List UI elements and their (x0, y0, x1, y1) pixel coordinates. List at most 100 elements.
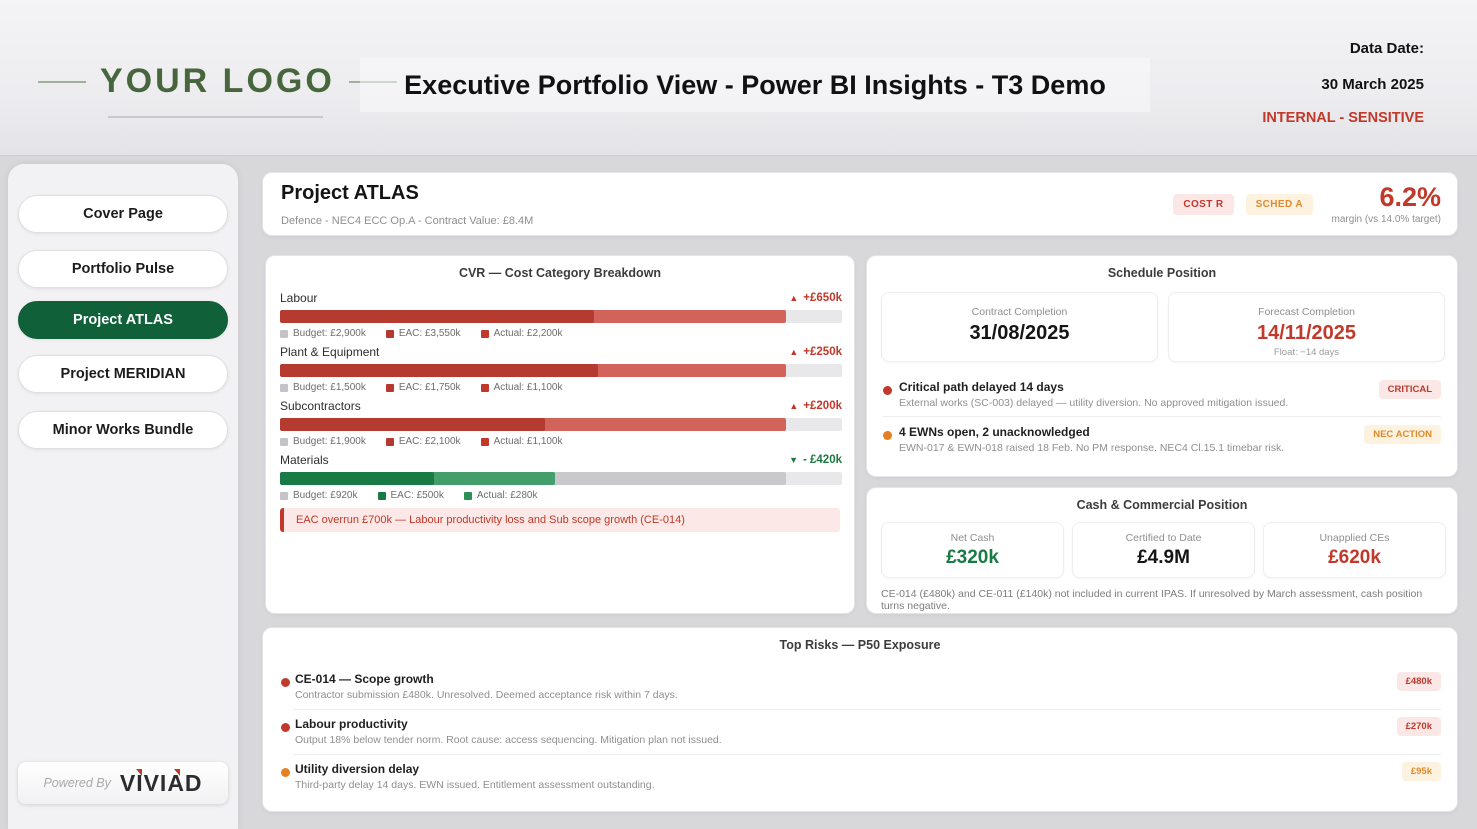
cvr-actual-segment (280, 472, 434, 485)
budget-legend-icon (280, 491, 288, 500)
cvr-delta: ▲ +£250k (789, 346, 842, 358)
certified-to-date-card: Certified to Date £4.9M (1072, 522, 1255, 578)
divider (293, 709, 1441, 710)
certified-label: Certified to Date (1125, 532, 1202, 544)
margin-caption: margin (vs 14.0% target) (1331, 213, 1442, 225)
legend-eac: EAC: £2,100k (398, 436, 461, 447)
budget-legend-icon (280, 329, 288, 338)
delta-up-icon: ▲ (789, 401, 799, 411)
cvr-title: CVR — Cost Category Breakdown (458, 266, 662, 280)
viviad-accent-icon (135, 768, 142, 776)
risk-title: Utility diversion delay (295, 762, 420, 776)
cvr-actual-segment (280, 364, 599, 377)
risk-row-labour-productivity: Labour productivity Output 18% below ten… (281, 717, 1441, 746)
eac-legend-icon (385, 329, 394, 338)
legend-actual: Actual: £1,100k (493, 382, 563, 393)
cvr-legend: Budget: £2,900k EAC: £3,550k Actual: £2,… (280, 328, 842, 339)
margin-value: 6.2% (1379, 181, 1441, 212)
cvr-category-label: Labour (280, 291, 318, 305)
sidebar-item-portfolio-pulse[interactable]: Portfolio Pulse (18, 250, 228, 288)
alert-title: Critical path delayed 14 days (899, 380, 1064, 394)
cvr-bar (280, 364, 842, 377)
legend-budget: Budget: £2,900k (293, 328, 366, 339)
logo-left-line (38, 80, 86, 83)
alert-text: External works (SC-003) delayed — utilit… (899, 397, 1289, 409)
project-title: Project ATLAS (281, 182, 419, 204)
risks-title: Top Risks — P50 Exposure (779, 638, 941, 652)
alert-title: 4 EWNs open, 2 unacknowledged (899, 425, 1090, 439)
actual-legend-icon (480, 383, 489, 392)
divider (883, 416, 1441, 417)
cash-title: Cash & Commercial Position (1076, 498, 1248, 512)
risk-title: CE-014 — Scope growth (295, 672, 434, 686)
cvr-legend: Budget: £1,500k EAC: £1,750k Actual: £1,… (280, 382, 842, 393)
cvr-delta-value: +£200k (803, 400, 842, 412)
cvr-legend: Budget: £920k EAC: £500k Actual: £280k (280, 490, 842, 501)
legend-eac: EAC: £500k (390, 490, 444, 501)
delta-up-icon: ▲ (789, 347, 799, 357)
unapplied-ces-card: Unapplied CEs £620k (1263, 522, 1446, 578)
project-status-cluster: COST R SCHED A 6.2% margin (vs 14.0% tar… (1173, 173, 1441, 235)
schedule-position-card: Schedule Position Contract Completion 31… (866, 255, 1458, 477)
legend-budget: Budget: £1,900k (293, 436, 366, 447)
cvr-row-materials: Materials ▼ - £420k Budget: £920k EAC: £… (280, 452, 842, 501)
cvr-delta: ▲ +£650k (789, 292, 842, 304)
cvr-row-labour: Labour ▲ +£650k Budget: £2,900k EAC: £3,… (280, 290, 842, 339)
risk-row-scope-growth: CE-014 — Scope growth Contractor submiss… (281, 672, 1441, 701)
eac-legend-icon (385, 383, 394, 392)
legend-budget: Budget: £920k (293, 490, 358, 501)
project-header-card: Project ATLAS Defence - NEC4 ECC Op.A - … (262, 172, 1458, 236)
risk-text: Third-party delay 14 days. EWN issued. E… (295, 779, 655, 791)
risk-text: Contractor submission £480k. Unresolved.… (295, 689, 678, 701)
float-caption: Float: −14 days (1273, 347, 1340, 358)
cvr-bar (280, 418, 842, 431)
risk-amount-badge: £270k (1396, 717, 1441, 736)
cvr-breakdown-card: CVR — Cost Category Breakdown Labour ▲ +… (265, 255, 855, 614)
top-risks-card: Top Risks — P50 Exposure CE-014 — Scope … (262, 627, 1458, 812)
powered-by-label: Powered By (43, 776, 111, 790)
logo-text: YOUR LOGO (100, 62, 335, 100)
cvr-legend: Budget: £1,900k EAC: £2,100k Actual: £1,… (280, 436, 842, 447)
forecast-completion-value: 14/11/2025 (1257, 322, 1356, 344)
legend-actual: Actual: £280k (476, 490, 538, 501)
cvr-row-plant-equipment: Plant & Equipment ▲ +£250k Budget: £1,50… (280, 344, 842, 393)
report-header: YOUR LOGO Executive Portfolio View - Pow… (0, 0, 1477, 156)
schedule-alert-ewns: 4 EWNs open, 2 unacknowledged EWN-017 & … (883, 425, 1441, 454)
cvr-actual-segment (280, 418, 545, 431)
forecast-completion-label: Forecast Completion (1258, 306, 1355, 318)
sidebar-item-cover-page[interactable]: Cover Page (18, 195, 228, 233)
legend-eac: EAC: £3,550k (398, 328, 461, 339)
alert-text: EWN-017 & EWN-018 raised 18 Feb. No PM r… (899, 442, 1285, 454)
project-subtitle: Defence - NEC4 ECC Op.A - Contract Value… (281, 215, 534, 227)
sidebar-item-project-meridian[interactable]: Project MERIDIAN (18, 355, 228, 393)
legend-actual: Actual: £2,200k (493, 328, 563, 339)
company-logo: YOUR LOGO (38, 62, 397, 101)
data-date-block: Data Date: 30 March 2025 INTERNAL - SENS… (1262, 40, 1424, 126)
eac-legend-icon (385, 437, 394, 446)
budget-legend-icon (280, 437, 288, 446)
cvr-row-subcontractors: Subcontractors ▲ +£200k Budget: £1,900k … (280, 398, 842, 447)
cvr-category-label: Plant & Equipment (280, 345, 380, 359)
risk-amount-badge: £480k (1396, 672, 1441, 691)
cvr-bar (280, 310, 842, 323)
delta-up-icon: ▲ (789, 293, 799, 303)
legend-actual: Actual: £1,100k (493, 436, 563, 447)
sidebar-item-minor-works-bundle[interactable]: Minor Works Bundle (18, 411, 228, 449)
sidebar-item-project-atlas[interactable]: Project ATLAS (18, 301, 228, 339)
net-cash-value: £320k (946, 547, 999, 568)
viviad-accent-icon (173, 768, 180, 776)
status-dot-red-icon (281, 678, 290, 687)
cvr-delta-value: +£250k (803, 346, 842, 358)
viviad-logo: VIVIAD (120, 768, 203, 797)
status-dot-red-icon (883, 386, 892, 395)
actual-legend-icon (463, 491, 472, 500)
status-dot-orange-icon (883, 431, 892, 440)
schedule-alert-critical-path: Critical path delayed 14 days External w… (883, 380, 1441, 409)
budget-legend-icon (280, 383, 288, 392)
net-cash-label: Net Cash (950, 532, 995, 544)
cash-footnote: CE-014 (£480k) and CE-011 (£140k) not in… (881, 588, 1423, 612)
risk-title: Labour productivity (295, 717, 408, 731)
eac-overrun-alert: EAC overrun £700k — Labour productivity … (280, 508, 840, 532)
cvr-delta-value: - £420k (802, 454, 842, 466)
legend-eac: EAC: £1,750k (398, 382, 461, 393)
